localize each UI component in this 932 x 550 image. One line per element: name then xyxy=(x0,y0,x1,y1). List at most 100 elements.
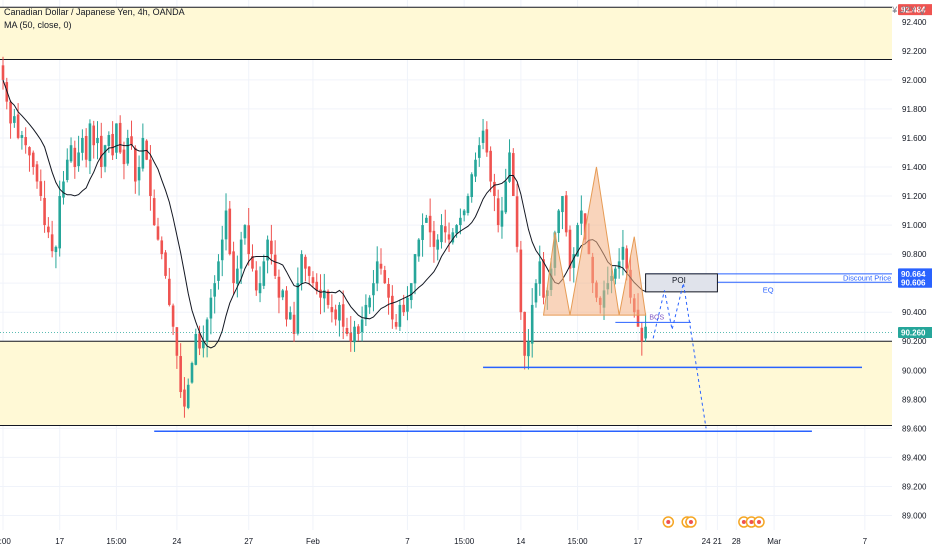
bos-label: BOS xyxy=(649,314,664,321)
candle-body xyxy=(16,114,20,138)
x-tick-label: 15:00 xyxy=(454,537,475,546)
candle-body xyxy=(247,225,250,255)
economic-event-dot xyxy=(666,520,671,524)
candle-body xyxy=(296,283,300,334)
x-tick-label: 14 xyxy=(516,537,525,546)
candle-body xyxy=(375,261,379,284)
candle-body xyxy=(288,312,292,320)
candle-body xyxy=(481,130,485,143)
candle-body xyxy=(534,283,538,303)
candle-body xyxy=(262,261,266,286)
candle-body xyxy=(111,133,114,156)
candle-body xyxy=(254,270,258,291)
candle-body xyxy=(115,123,118,153)
candle-body xyxy=(425,217,428,223)
candle-body xyxy=(137,166,141,181)
candle-body xyxy=(368,297,371,308)
candle-body xyxy=(583,213,587,240)
candle-body xyxy=(345,328,349,334)
candle-body xyxy=(73,147,77,167)
candle-body xyxy=(621,246,625,260)
ma-indicator-label[interactable]: MA (50, close, 0) xyxy=(4,20,72,30)
candle-body xyxy=(31,152,35,167)
candle-body xyxy=(304,256,307,269)
candle-body xyxy=(96,137,99,144)
candle-body xyxy=(580,210,583,224)
price-tag xyxy=(898,268,932,280)
candle-body xyxy=(349,332,353,342)
x-tick-label: Feb xyxy=(306,537,320,546)
candle-body xyxy=(326,290,330,305)
y-tick-label: 91.000 xyxy=(902,221,927,230)
candle-body xyxy=(538,261,542,284)
candle-body xyxy=(334,309,337,320)
candle-body xyxy=(205,319,209,342)
candle-body xyxy=(353,326,356,343)
candle-body xyxy=(504,181,508,213)
candle-body xyxy=(357,326,360,334)
candle-body xyxy=(175,327,179,356)
candle-body xyxy=(443,226,447,233)
candle-body xyxy=(183,389,186,407)
price-tag xyxy=(898,276,932,288)
candle-body xyxy=(440,225,443,243)
candle-body xyxy=(379,263,383,269)
candle-body xyxy=(13,116,16,123)
candle-body xyxy=(152,198,156,226)
candle-body xyxy=(99,135,103,167)
x-tick-label: 15:00 xyxy=(106,537,127,546)
y-tick-label: 90.400 xyxy=(902,308,927,317)
candle-body xyxy=(466,196,470,213)
x-tick-label: 21 xyxy=(713,537,722,546)
candle-body xyxy=(307,266,311,276)
candle-body xyxy=(9,101,12,124)
candle-body xyxy=(421,225,424,240)
candle-body xyxy=(485,129,489,153)
y-tick-label: 89.800 xyxy=(902,395,927,404)
projected-path xyxy=(652,283,707,429)
candle-body xyxy=(243,225,247,239)
candle-body xyxy=(493,181,496,197)
candle-body xyxy=(168,278,171,305)
candle-body xyxy=(523,311,526,356)
currency-label[interactable]: ¥ JPY ⋁ xyxy=(892,5,926,15)
y-tick-label: 89.600 xyxy=(902,424,927,433)
candle-body xyxy=(20,135,24,138)
y-tick-label: 90.000 xyxy=(902,366,927,375)
candle-body xyxy=(202,341,205,349)
candle-body xyxy=(50,234,54,252)
candle-body xyxy=(462,210,466,216)
candle-body xyxy=(561,196,564,213)
price-tag-label: 90.664 xyxy=(901,270,926,279)
candle-body xyxy=(636,309,640,327)
candle-body xyxy=(315,281,319,291)
poi-label: POI xyxy=(672,276,686,285)
y-tick-label: 92.200 xyxy=(902,47,927,56)
candle-body xyxy=(58,196,61,249)
candle-body xyxy=(474,159,477,177)
candle-body xyxy=(62,181,65,198)
y-tick-label: 92.000 xyxy=(902,76,927,85)
candle-body xyxy=(47,226,50,233)
economic-event-dot xyxy=(741,520,746,524)
candle-body xyxy=(530,304,534,344)
candle-body xyxy=(330,307,334,313)
candle-body xyxy=(24,137,27,146)
candle-body xyxy=(500,210,504,227)
candle-body xyxy=(391,295,394,320)
candle-body xyxy=(92,125,96,146)
candle-body xyxy=(186,384,190,408)
x-tick-label: 17 xyxy=(55,537,64,546)
candle-body xyxy=(383,270,387,284)
candle-body xyxy=(88,123,92,162)
candle-body xyxy=(251,256,254,269)
candle-body xyxy=(270,240,273,255)
price-tag xyxy=(898,327,932,339)
candle-body xyxy=(224,210,228,240)
x-tick-label: 7 xyxy=(863,537,868,546)
candle-body xyxy=(156,226,160,240)
candle-body xyxy=(179,356,182,393)
candle-body xyxy=(402,304,405,313)
candle-body xyxy=(285,290,288,320)
